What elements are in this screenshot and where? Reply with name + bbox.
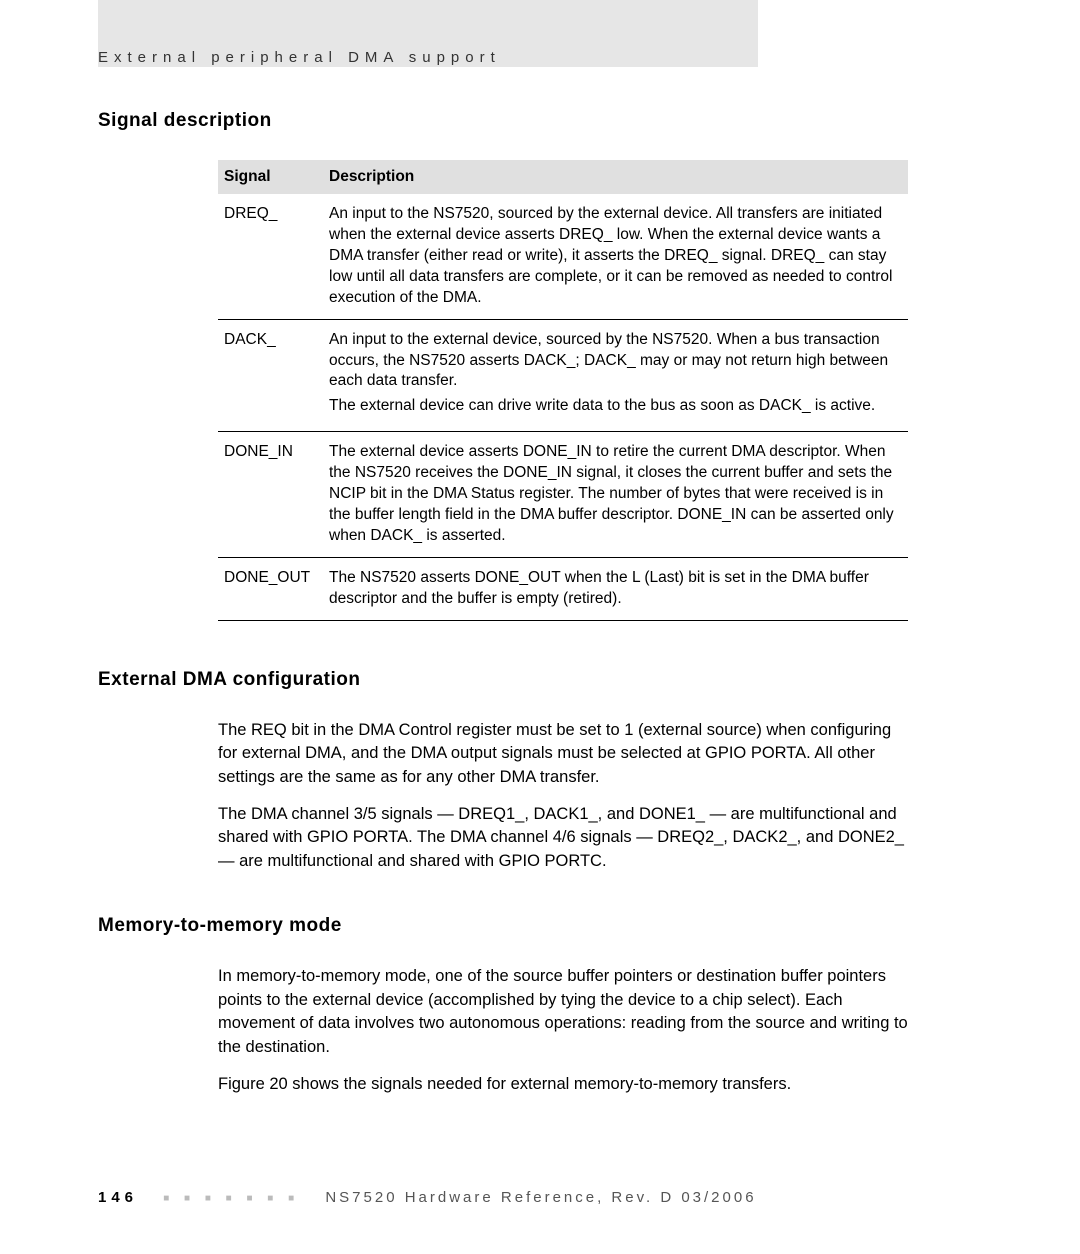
table-row: DONE_IN The external device asserts DONE… [218,432,908,558]
mem-para-2: Figure 20 shows the signals needed for e… [218,1073,908,1096]
ext-para-2: The DMA channel 3/5 signals — DREQ1_, DA… [218,803,908,873]
col-header-signal: Signal [218,160,323,194]
running-header: External peripheral DMA support [98,49,501,66]
signal-name: DONE_IN [218,432,323,558]
section-title-signal: Signal description [98,110,908,132]
signal-desc: The external device asserts DONE_IN to r… [323,432,908,558]
ext-para-1: The REQ bit in the DMA Control register … [218,719,908,789]
mem-para-1: In memory-to-memory mode, one of the sou… [218,965,908,1059]
signal-table: Signal Description DREQ_ An input to the… [218,160,908,621]
signal-desc-p2: The external device can drive write data… [329,396,900,417]
page-footer: 146 ■ ■ ■ ■ ■ ■ ■ NS7520 Hardware Refere… [98,1189,757,1206]
footer-squares-icon: ■ ■ ■ ■ ■ ■ ■ [163,1193,300,1204]
signal-desc: The NS7520 asserts DONE_OUT when the L (… [323,557,908,620]
signal-desc: An input to the external device, sourced… [323,319,908,432]
table-row: DACK_ An input to the external device, s… [218,319,908,432]
section-title-mem: Memory-to-memory mode [98,915,908,937]
page-content: Signal description Signal Description DR… [98,110,908,1110]
footer-doc-title: NS7520 Hardware Reference, Rev. D 03/200… [325,1189,756,1206]
table-row: DREQ_ An input to the NS7520, sourced by… [218,194,908,319]
section-title-ext: External DMA configuration [98,669,908,691]
table-row: DONE_OUT The NS7520 asserts DONE_OUT whe… [218,557,908,620]
signal-desc-p1: An input to the external device, sourced… [329,330,900,393]
table-header-row: Signal Description [218,160,908,194]
section-ext-config: External DMA configuration The REQ bit i… [98,669,908,874]
page-number: 146 [98,1189,138,1206]
signal-name: DACK_ [218,319,323,432]
signal-name: DONE_OUT [218,557,323,620]
signal-desc: An input to the NS7520, sourced by the e… [323,194,908,319]
section-mem-mode: Memory-to-memory mode In memory-to-memor… [98,915,908,1096]
signal-name: DREQ_ [218,194,323,319]
col-header-description: Description [323,160,908,194]
